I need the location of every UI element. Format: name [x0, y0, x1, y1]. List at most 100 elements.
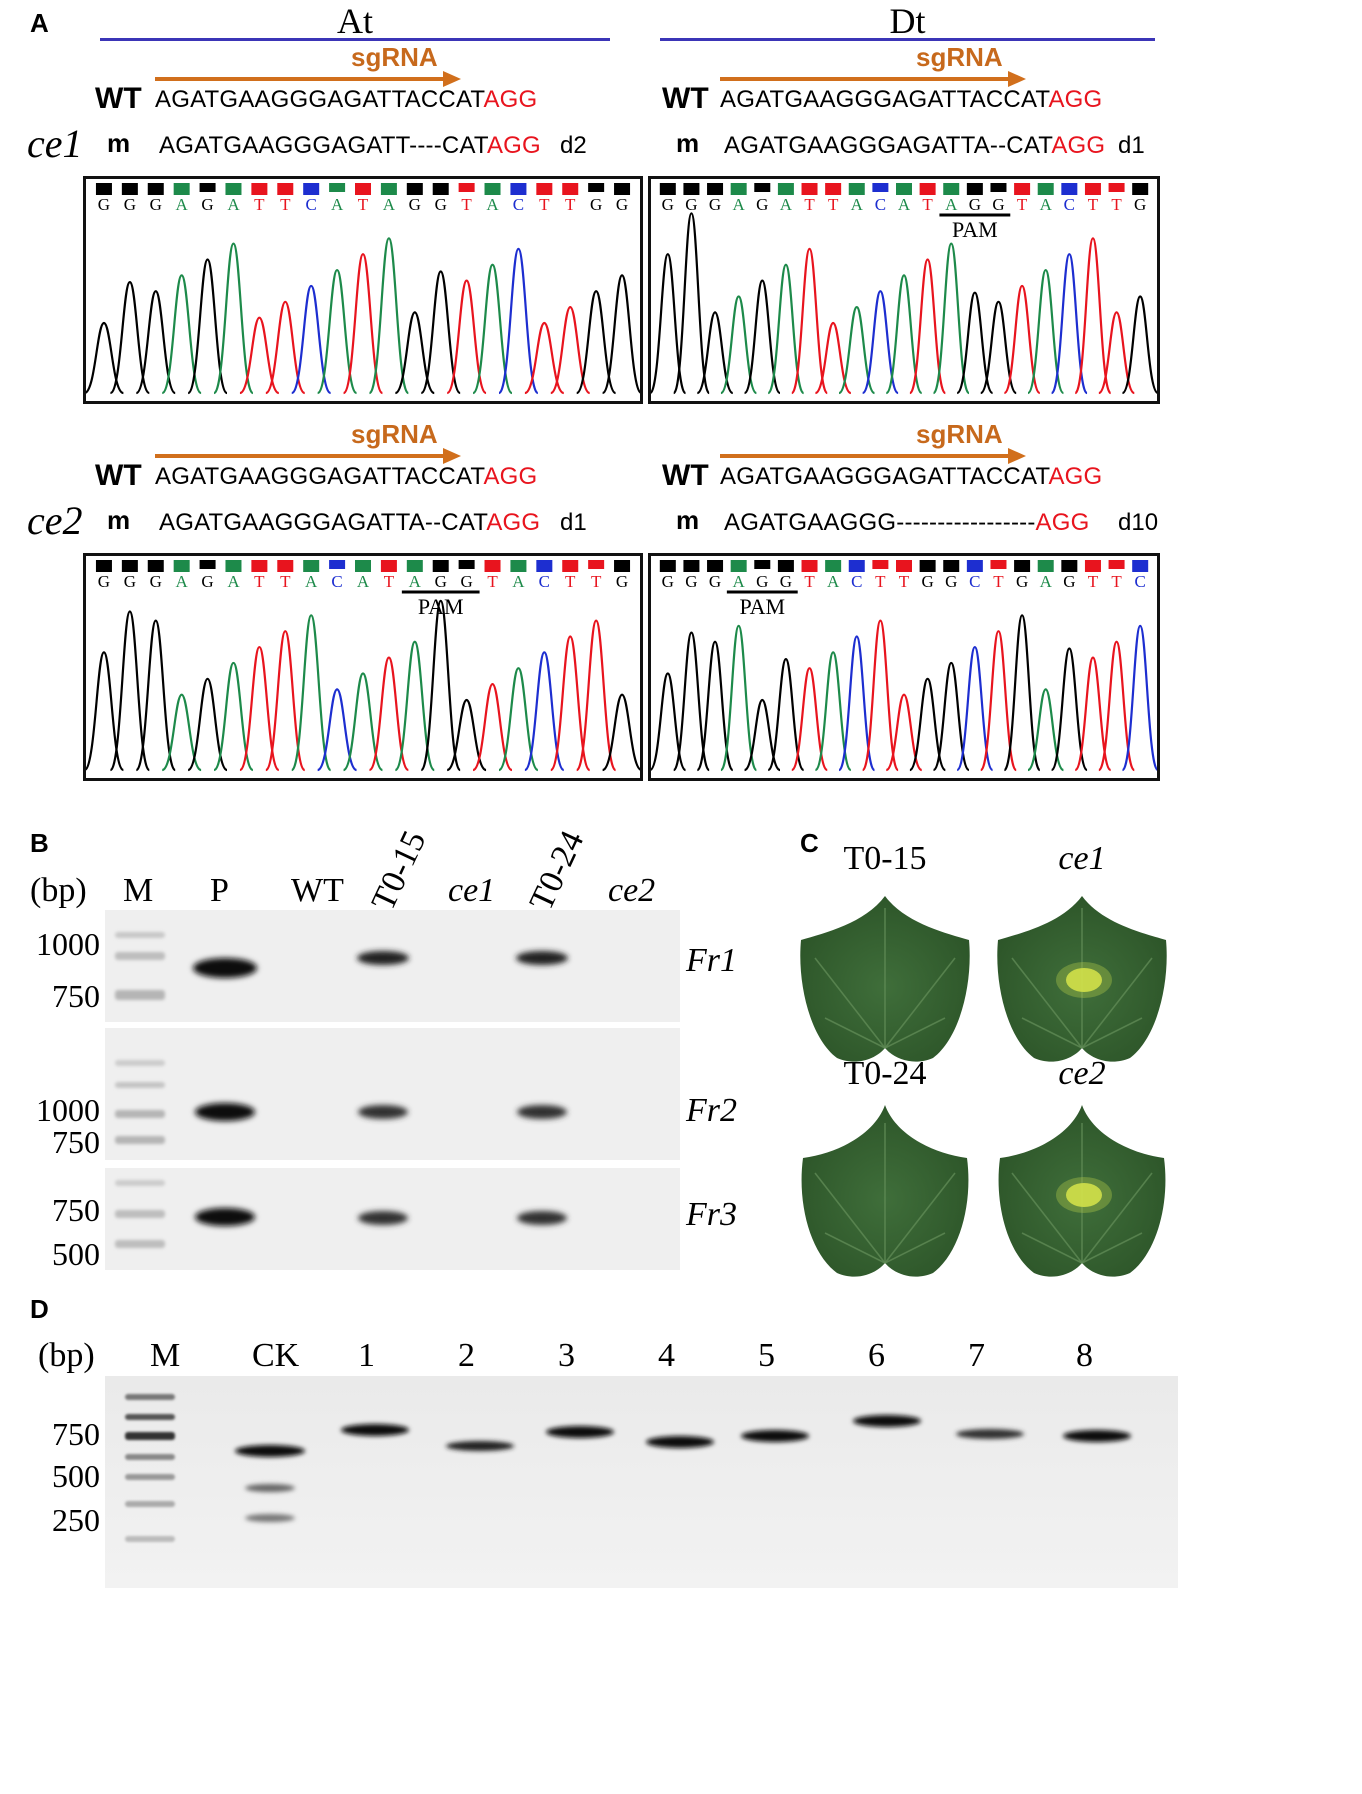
trace-peak — [497, 247, 539, 395]
base-call-box — [277, 183, 294, 195]
lane-label-d: 4 — [658, 1337, 675, 1374]
base-letter: C — [969, 572, 980, 591]
trace-peak — [956, 291, 994, 395]
trace-peak — [264, 630, 306, 772]
base-call-box — [966, 183, 983, 195]
marker-band — [125, 1394, 175, 1400]
base-call-box — [1132, 560, 1149, 572]
base-letter: A — [512, 572, 525, 591]
wt-label: WT — [662, 82, 709, 115]
trace-peak — [1097, 640, 1136, 772]
wt-seq-main: AGATGAAGGGAGATTACCAT — [720, 86, 1049, 113]
band-ck-lower — [245, 1514, 295, 1522]
base-letter: T — [384, 572, 395, 591]
leaf-label: ce1 — [1058, 840, 1106, 877]
genome-rule-at — [100, 38, 610, 41]
trace-peak — [497, 667, 539, 772]
trace-peak — [290, 284, 332, 395]
trace-peak — [135, 619, 177, 772]
wt-seq-pam: AGG — [483, 463, 538, 490]
mutant-sequence: AGATGAAGGGAGATTA--CATAGG — [724, 132, 1105, 160]
base-letter: A — [331, 195, 344, 214]
wt-sequence: AGATGAAGGGAGATTACCATAGG — [720, 463, 1102, 491]
base-letter: G — [756, 195, 768, 214]
trace-peak — [264, 300, 306, 395]
base-letter: G — [945, 572, 957, 591]
base-call-box — [1108, 183, 1125, 192]
base-call-box — [484, 183, 501, 195]
base-call-box — [777, 560, 794, 572]
trace-peak — [1074, 237, 1112, 395]
trace-peak — [1026, 268, 1065, 395]
base-letter: A — [1040, 572, 1053, 591]
base-call-box — [1084, 183, 1101, 195]
panel-label-d: D — [30, 1294, 49, 1324]
trace-peak — [601, 274, 643, 395]
marker-band — [115, 952, 165, 960]
trace-peak — [83, 321, 124, 395]
leaf-image — [998, 1105, 1166, 1277]
pam-label: PAM — [418, 594, 464, 619]
base-call-box — [943, 560, 960, 572]
base-letter: G — [756, 572, 768, 591]
band-t015-fr2 — [358, 1105, 408, 1119]
base-letter: C — [851, 572, 862, 591]
base-letter: C — [1064, 195, 1075, 214]
trace-peak — [212, 242, 254, 395]
trace-peak — [290, 614, 332, 772]
marker-band — [115, 1240, 165, 1248]
band-lane-2 — [446, 1441, 514, 1451]
base-call-box — [872, 560, 889, 569]
mutant-label: m — [676, 128, 700, 158]
m-seq-main: AGATGAAGGG----------------- — [724, 509, 1036, 536]
trace-peak — [523, 651, 565, 772]
base-call-box — [199, 560, 216, 569]
mutant-sequence: AGATGAAGGGAGATTA--CATAGG — [159, 509, 540, 537]
base-call-box — [355, 560, 371, 572]
trace-peak — [861, 619, 900, 772]
base-call-box — [95, 560, 112, 572]
panel-label-a: A — [30, 8, 49, 38]
base-call-box — [1084, 560, 1101, 572]
size-marker-label: 750 — [52, 1124, 100, 1160]
base-letter: T — [804, 572, 815, 591]
size-marker-label: 1000 — [36, 926, 100, 962]
base-letter: G — [150, 572, 162, 591]
trace-peak — [649, 672, 687, 772]
base-call-box — [562, 560, 579, 572]
gel-b — [105, 910, 680, 1270]
base-letter: T — [993, 572, 1004, 591]
lane-label-d: 1 — [358, 1337, 375, 1374]
wt-label: WT — [95, 459, 142, 492]
base-letter: A — [383, 195, 396, 214]
marker-band — [115, 1210, 165, 1218]
trace-peak — [672, 631, 711, 772]
base-call-box — [406, 560, 423, 572]
size-marker-label: 750 — [52, 978, 100, 1014]
trace-peak — [932, 661, 971, 772]
base-letter: G — [590, 195, 602, 214]
base-letter: A — [305, 572, 318, 591]
base-letter: T — [1088, 572, 1099, 591]
base-letter: A — [945, 195, 958, 214]
trace-peak — [316, 688, 358, 772]
base-call-box — [1132, 183, 1149, 195]
trace-peak — [649, 253, 687, 395]
wt-sequence: AGATGAAGGGAGATTACCATAGG — [720, 86, 1102, 114]
m-seq-main: AGATGAAGGGAGATTA--CAT — [159, 509, 487, 536]
trace-peak — [446, 698, 487, 772]
trace-peak — [1121, 624, 1159, 772]
trace-peak — [1097, 311, 1136, 395]
lane-label-b: T0-15 — [364, 825, 434, 917]
wt-seq-main: AGATGAAGGGAGATTACCAT — [720, 463, 1049, 490]
m-seq-pam: AGG — [486, 132, 541, 159]
pam-label: PAM — [952, 217, 998, 242]
wt-label: WT — [95, 82, 142, 115]
base-letter: G — [124, 572, 136, 591]
bp-label-b: (bp) — [30, 872, 87, 909]
band-t015-fr1 — [357, 951, 409, 965]
base-letter: G — [685, 572, 697, 591]
trace-peak — [908, 258, 947, 395]
